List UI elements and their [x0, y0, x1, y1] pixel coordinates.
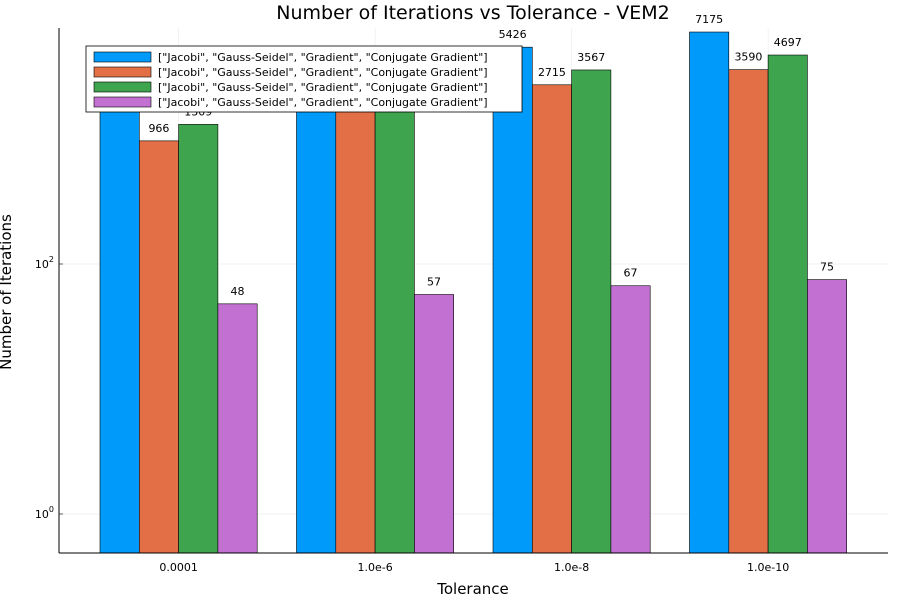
data-label: 966	[148, 122, 169, 135]
data-label: 57	[427, 276, 441, 289]
bar	[689, 31, 730, 554]
bar	[767, 54, 808, 554]
x-tick-label: 1.0e-8	[554, 561, 589, 574]
x-tick-label: 0.0001	[159, 561, 198, 574]
bar	[99, 103, 140, 554]
x-tick-label: 1.0e-6	[357, 561, 392, 574]
data-label: 3590	[734, 51, 762, 64]
bar	[217, 303, 258, 554]
bar	[374, 90, 415, 554]
legend: ["Jacobi", "Gauss-Seidel", "Gradient", "…	[85, 45, 523, 113]
legend-label: ["Jacobi", "Gauss-Seidel", "Gradient", "…	[158, 81, 488, 94]
bar	[610, 285, 651, 554]
plot-area: 1001020.000119289661309481.0e-6367718412…	[35, 13, 888, 574]
bar	[414, 294, 454, 554]
legend-label: ["Jacobi", "Gauss-Seidel", "Gradient", "…	[158, 66, 488, 79]
y-axis-title: Number of Iterations	[0, 214, 15, 370]
data-label: 5426	[499, 28, 527, 41]
bar	[139, 140, 179, 554]
legend-swatch	[93, 81, 152, 93]
data-label: 7175	[695, 13, 723, 26]
x-axis-title: Tolerance	[436, 580, 509, 598]
legend-label: ["Jacobi", "Gauss-Seidel", "Gradient", "…	[158, 51, 488, 64]
bar	[492, 46, 533, 554]
bar	[728, 69, 769, 554]
data-label: 67	[624, 267, 638, 280]
y-tick-label: 102	[35, 255, 54, 271]
data-label: 4697	[774, 36, 802, 49]
bar	[571, 69, 612, 554]
legend-swatch	[93, 66, 152, 78]
bar	[335, 105, 376, 554]
x-tick-label: 1.0e-10	[747, 561, 789, 574]
legend-label: ["Jacobi", "Gauss-Seidel", "Gradient", "…	[158, 96, 488, 109]
bar	[296, 68, 337, 554]
data-label: 75	[820, 261, 834, 274]
bar	[531, 84, 572, 554]
data-label: 48	[231, 285, 245, 298]
bar	[178, 124, 219, 554]
bar	[807, 279, 848, 554]
legend-box	[85, 45, 523, 113]
data-label: 3567	[577, 51, 605, 64]
legend-swatch	[93, 51, 152, 63]
legend-swatch	[93, 96, 152, 108]
y-tick-label: 100	[35, 505, 54, 521]
data-label: 2715	[538, 66, 566, 79]
chart-title: Number of Iterations vs Tolerance - VEM2	[276, 2, 669, 24]
